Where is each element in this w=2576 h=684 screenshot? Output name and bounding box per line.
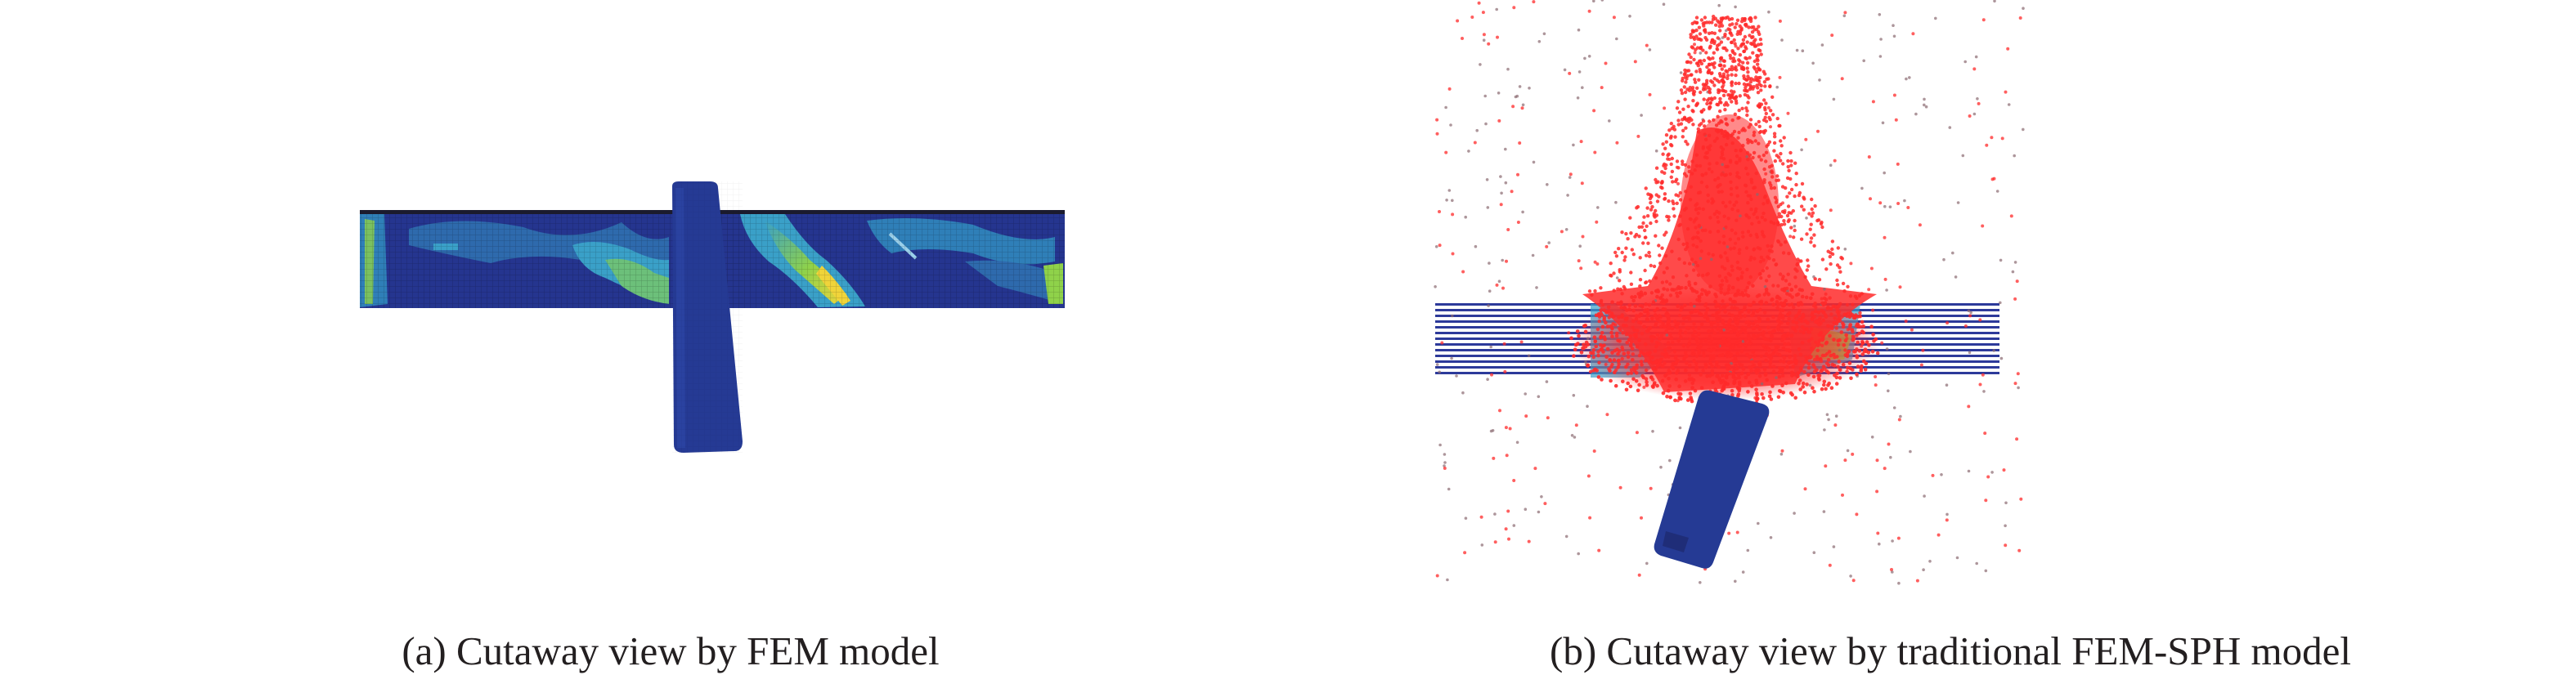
fem-sph-projectile — [1654, 390, 1770, 569]
panel-fem-sph: (b) Cutaway view by traditional FEM-SPH … — [1288, 0, 2576, 684]
fem-cutaway-image — [360, 181, 1065, 453]
sph-particles — [1434, 0, 2025, 585]
fem-sph-cutaway-image — [1434, 0, 2025, 585]
caption-panel-b: (b) Cutaway view by traditional FEM-SPH … — [1550, 628, 2351, 673]
fem-projectile — [672, 181, 743, 453]
caption-panel-a: (a) Cutaway view by FEM model — [402, 628, 940, 673]
panel-fem: (a) Cutaway view by FEM model — [360, 181, 1065, 673]
